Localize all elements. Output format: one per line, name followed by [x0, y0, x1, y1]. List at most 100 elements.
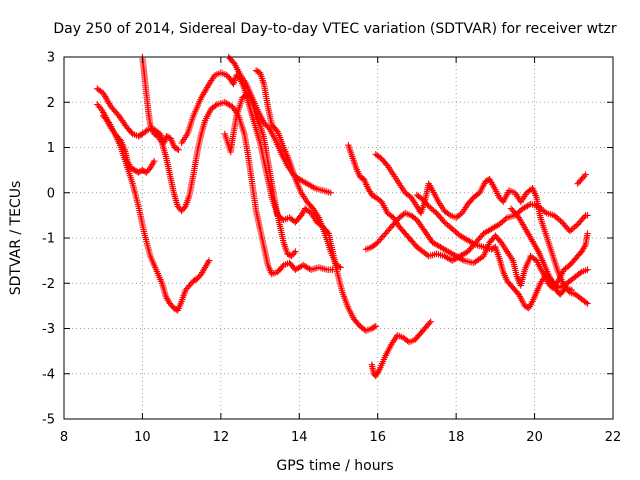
data-point: [502, 215, 509, 223]
x-tick-label: 10: [134, 430, 151, 445]
data-point: [445, 211, 452, 218]
data-point: [379, 233, 387, 240]
data-point: [584, 212, 591, 219]
data-point: [95, 102, 102, 110]
data-point: [288, 252, 295, 260]
data-point: [579, 215, 587, 222]
x-tick-label: 16: [369, 430, 386, 445]
series-arc-9: [345, 142, 591, 264]
data-point: [424, 321, 432, 328]
series-arc-14: [368, 318, 434, 380]
data-point: [496, 221, 503, 228]
data-point: [551, 212, 558, 219]
data-point: [224, 73, 232, 80]
data-point: [584, 230, 591, 237]
y-tick-label: 2: [47, 96, 55, 111]
data-point: [582, 171, 589, 178]
data-point: [427, 318, 434, 325]
series-arc-10: [372, 151, 591, 307]
series-arc-6: [221, 90, 299, 260]
data-point: [324, 228, 331, 236]
x-tick-label: 14: [291, 430, 308, 445]
data-point: [143, 169, 150, 176]
data-point: [439, 217, 447, 224]
data-point: [431, 208, 439, 215]
data-point: [516, 208, 523, 215]
y-tick-label: -3: [42, 322, 55, 337]
y-axis-title: SDTVAR / TECUs: [8, 181, 24, 296]
data-point: [141, 168, 149, 175]
y-tick-label: -5: [42, 413, 55, 428]
series-arc-13: [507, 205, 575, 298]
data-point: [205, 257, 213, 264]
x-tick-label: 12: [213, 430, 230, 445]
data-point: [584, 300, 591, 307]
data-point: [579, 174, 587, 181]
data-point: [290, 249, 298, 257]
data-point: [369, 324, 377, 331]
data-point: [175, 146, 182, 153]
series-arc-11: [362, 209, 591, 291]
data-point: [582, 299, 590, 306]
data-marks: [94, 53, 591, 380]
data-point: [164, 133, 172, 141]
data-point: [369, 192, 377, 199]
data-point: [227, 102, 235, 110]
x-tick-label: 22: [605, 430, 622, 445]
y-tick-label: 0: [47, 186, 55, 201]
data-point: [441, 219, 448, 226]
data-point: [564, 225, 571, 232]
data-point: [286, 252, 294, 259]
data-point: [426, 320, 433, 327]
data-point: [336, 263, 343, 270]
data-point: [507, 205, 515, 212]
y-tick-label: -1: [42, 232, 55, 247]
data-point: [265, 124, 272, 132]
data-point: [163, 133, 170, 140]
data-point: [334, 262, 341, 270]
data-point: [181, 204, 188, 211]
data-point: [568, 286, 575, 294]
data-point: [571, 223, 578, 231]
data-point: [424, 201, 431, 209]
data-point: [371, 323, 378, 331]
data-point: [373, 240, 380, 247]
y-tick-label: -2: [42, 277, 55, 292]
data-point: [562, 223, 570, 230]
data-point: [581, 213, 588, 221]
data-point: [447, 224, 454, 231]
data-point: [143, 127, 150, 134]
y-tick-label: 3: [47, 51, 55, 66]
data-point: [434, 211, 441, 218]
data-point: [566, 228, 574, 235]
data-point: [292, 248, 299, 255]
series-arc-8: [252, 67, 344, 271]
series-arc-5: [178, 69, 379, 334]
data-point: [577, 269, 584, 277]
series-arc-7: [225, 53, 334, 196]
x-tick-label: 8: [60, 430, 68, 445]
data-point: [372, 323, 379, 330]
data-point: [273, 127, 280, 134]
y-tick-label: 1: [47, 141, 55, 156]
data-point: [388, 213, 396, 220]
series-arc-1: [94, 85, 182, 153]
data-point: [212, 102, 219, 109]
data-point: [557, 217, 564, 224]
chart-title: Day 250 of 2014, Sidereal Day-to-day VTE…: [53, 21, 617, 37]
data-point: [252, 67, 260, 74]
data-point: [435, 212, 443, 220]
data-point: [378, 234, 385, 242]
series-arc-3: [100, 112, 213, 314]
data-point: [230, 59, 237, 66]
series-arc-4: [139, 53, 336, 278]
data-point: [337, 264, 344, 271]
x-axis-title: GPS time / hours: [276, 458, 393, 474]
data-point: [174, 145, 181, 153]
data-point: [584, 266, 591, 273]
series-arc-15: [574, 171, 589, 187]
data-point: [223, 71, 230, 79]
y-tick-label: -4: [42, 367, 55, 382]
